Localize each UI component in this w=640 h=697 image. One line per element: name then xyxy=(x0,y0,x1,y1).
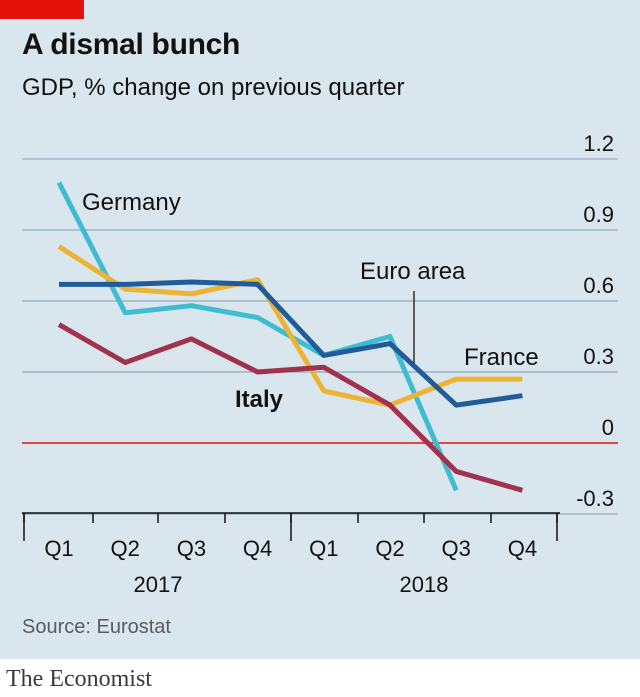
series-line-italy xyxy=(57,322,524,493)
series-label-italy: Italy xyxy=(235,386,284,413)
chart-subtitle: GDP, % change on previous quarter xyxy=(22,74,405,101)
label-layer: Germany Euro area France Italy xyxy=(82,189,539,413)
chart-title: A dismal bunch xyxy=(22,28,241,61)
x-tick-label: Q2 xyxy=(375,536,404,561)
y-tick-label: -0.3 xyxy=(576,486,614,511)
series-line-france xyxy=(57,244,523,408)
y-tick-label: 1.2 xyxy=(583,131,614,156)
series-label-germany: Germany xyxy=(82,189,181,216)
series-layer xyxy=(56,181,524,493)
year-label: 2018 xyxy=(400,572,449,597)
series-line-germany xyxy=(56,181,459,492)
x-tick-label: Q3 xyxy=(442,536,471,561)
axis-layer: 1.2 0.9 0.6 0.3 0 -0.3 Q1 Q2 Q3 Q4 Q1 Q2 Q3 Q4 2017 201… xyxy=(22,131,614,597)
line-chart: 1.2 0.9 0.6 0.3 0 -0.3 Q1 Q2 Q3 Q4 Q1 Q2 Q3 Q4 2017 201… xyxy=(22,131,618,597)
publisher-logo: The Economist xyxy=(6,666,152,692)
x-tick-label: Q3 xyxy=(177,536,206,561)
y-tick-label: 0.6 xyxy=(583,273,614,298)
series-label-france: France xyxy=(464,344,539,371)
year-label: 2017 xyxy=(134,572,183,597)
x-tick-label: Q2 xyxy=(111,536,140,561)
chart-panel xyxy=(0,0,640,659)
y-tick-label: 0.3 xyxy=(583,344,614,369)
x-tick-label: Q1 xyxy=(309,536,338,561)
x-tick-label: Q4 xyxy=(508,536,537,561)
series-line-euro-area xyxy=(59,279,523,408)
y-tick-label: 0 xyxy=(602,415,614,440)
brand-tab xyxy=(0,0,84,19)
source-note: Source: Eurostat xyxy=(22,616,171,638)
x-tick-label: Q4 xyxy=(243,536,272,561)
y-tick-label: 0.9 xyxy=(583,202,614,227)
series-label-euro-area: Euro area xyxy=(360,258,466,285)
x-tick-label: Q1 xyxy=(44,536,73,561)
